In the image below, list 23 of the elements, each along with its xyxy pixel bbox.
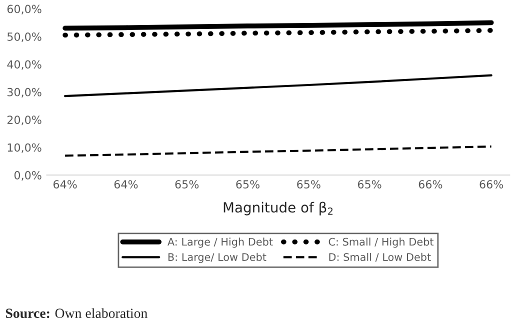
y-tick-label: 40,0% [7, 60, 42, 70]
y-tick-label: 10,0% [8, 143, 42, 153]
x-tick-label: 66% [418, 180, 442, 189]
x-tick-label: 64% [114, 180, 138, 189]
legend-label: A: Large / High Debt [168, 238, 273, 248]
y-tick-label: 30,0% [7, 88, 42, 98]
x-tick-label: 64% [53, 180, 77, 189]
x-tick-label: 65% [297, 180, 320, 189]
x-tick-label: 66% [480, 180, 504, 189]
line-series [64, 74, 492, 98]
y-tick-label: 50,0% [8, 32, 42, 42]
legend-label: D: Small / Low Debt [329, 252, 431, 262]
line-series [64, 145, 492, 157]
y-tick-label: 0,0% [14, 171, 42, 181]
y-tick-label: 20,0% [7, 116, 42, 126]
x-tick-label: 65% [236, 180, 260, 189]
legend-label: C: Small / High Debt [328, 238, 434, 248]
y-tick-label: 60,0% [7, 4, 42, 14]
x-tick-label: 65% [358, 180, 382, 189]
x-axis-title: Magnitude of β$_{2}$ [224, 202, 333, 216]
x-tick-label: 65% [175, 180, 199, 189]
legend-label: B: Large/ Low Debt [168, 252, 266, 264]
source-note: Source: Own elaboration [6, 308, 148, 318]
